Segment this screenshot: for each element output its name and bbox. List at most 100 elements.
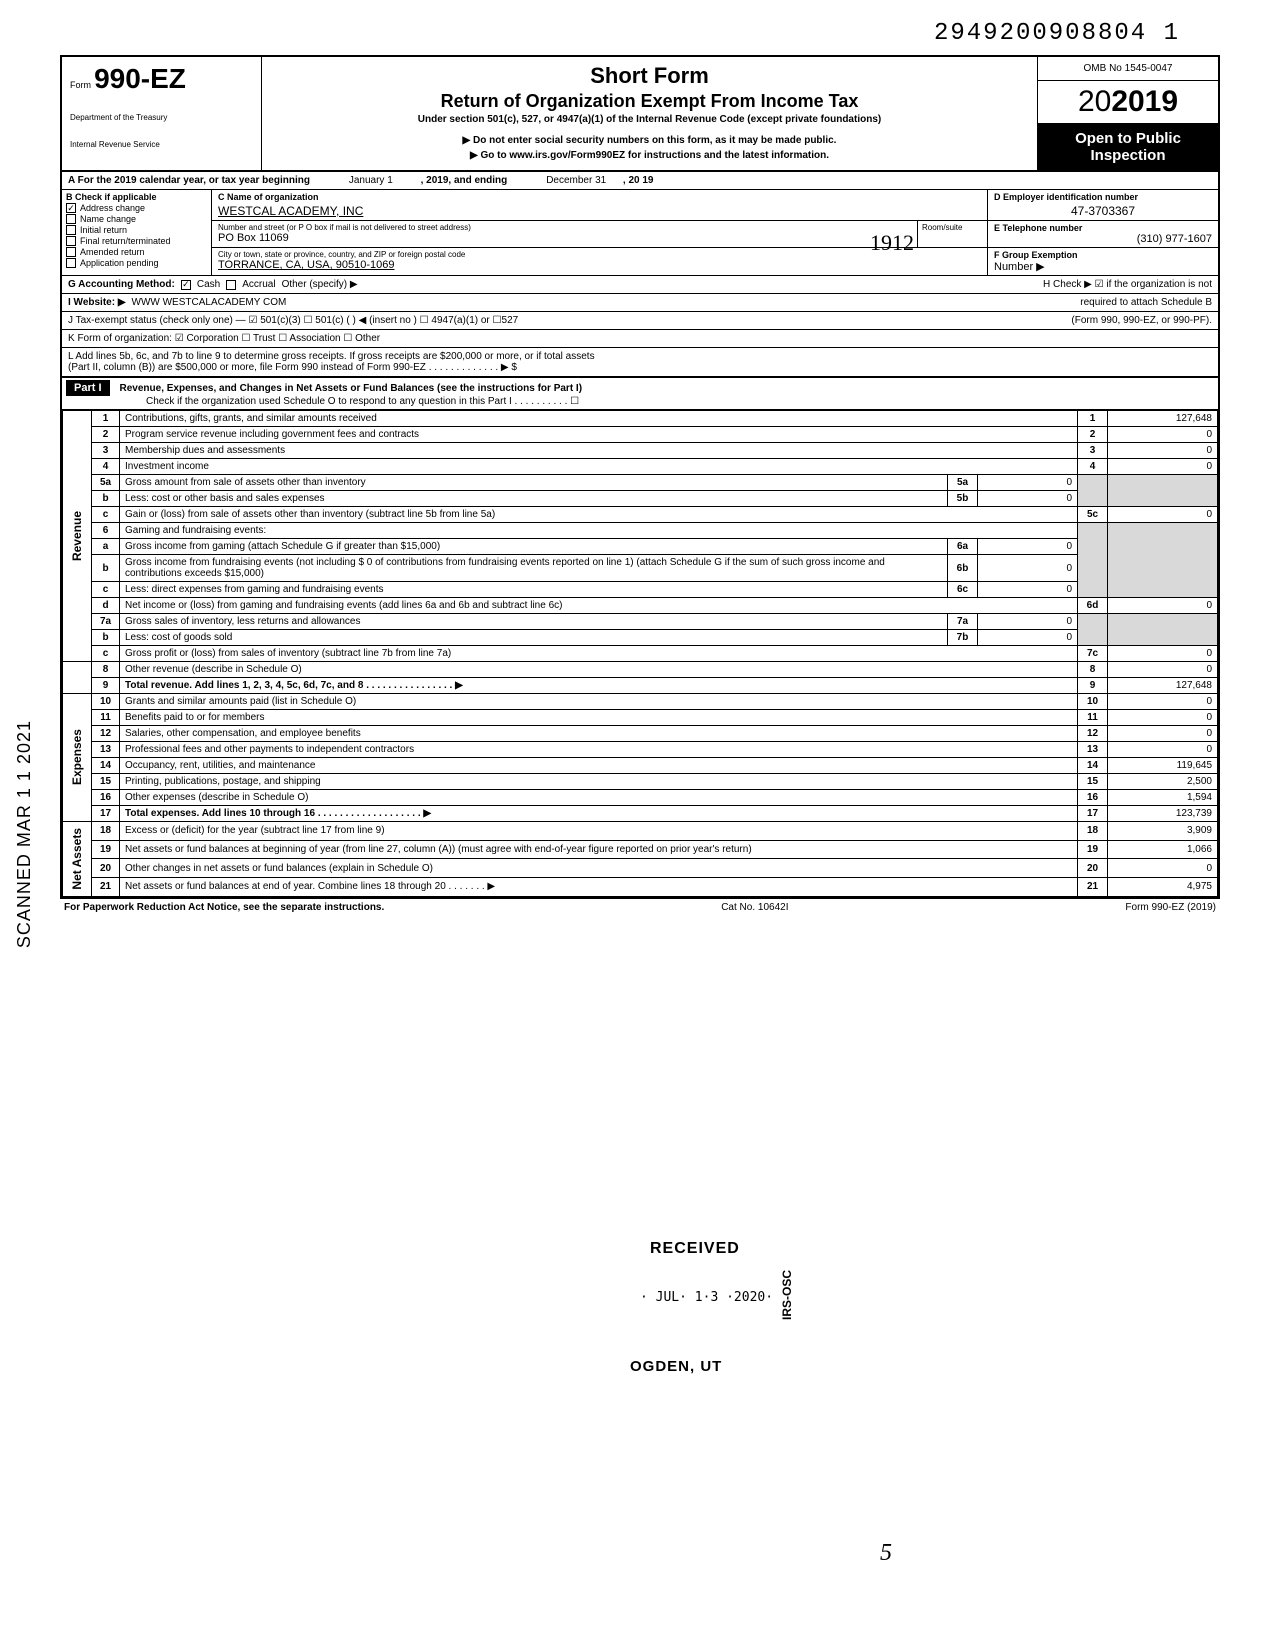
form-header: Form 990-EZ Department of the Treasury I… (62, 57, 1218, 172)
l7b-mbox: 7b (948, 630, 978, 646)
l17-num: 17 (92, 806, 120, 822)
line-21: 21 Net assets or fund balances at end of… (63, 877, 1218, 896)
website-value: WWW WESTCALACADEMY COM (132, 297, 287, 308)
line-5a: 5a Gross amount from sale of assets othe… (63, 475, 1218, 491)
l20-num: 20 (92, 859, 120, 878)
l18-desc: Excess or (deficit) for the year (subtra… (120, 822, 1078, 841)
l6b-num: b (92, 555, 120, 582)
l17-val: 123,739 (1108, 806, 1218, 822)
l20-box: 20 (1078, 859, 1108, 878)
l6abc-shade-v (1108, 523, 1218, 598)
footer-right: Form 990-EZ (2019) (1125, 902, 1216, 913)
l9-desc: Total revenue. Add lines 1, 2, 3, 4, 5c,… (125, 680, 463, 691)
l15-val: 2,500 (1108, 774, 1218, 790)
l7c-val: 0 (1108, 646, 1218, 662)
l17-box: 17 (1078, 806, 1108, 822)
line-6a: a Gross income from gaming (attach Sched… (63, 539, 1218, 555)
l15-desc: Printing, publications, postage, and shi… (120, 774, 1078, 790)
scanned-stamp: SCANNED MAR 1 1 2021 (14, 720, 35, 948)
omb-number: OMB No 1545-0047 (1038, 57, 1218, 81)
open-to-public: Open to Public Inspection (1038, 124, 1218, 170)
l5c-desc: Gain or (loss) from sale of assets other… (120, 507, 1078, 523)
cb-accrual[interactable] (226, 280, 236, 290)
l16-num: 16 (92, 790, 120, 806)
l21-desc: Net assets or fund balances at end of ye… (120, 877, 1078, 896)
l13-box: 13 (1078, 742, 1108, 758)
l12-val: 0 (1108, 726, 1218, 742)
l3-desc: Membership dues and assessments (120, 443, 1078, 459)
l2-num: 2 (92, 427, 120, 443)
l1-box: 1 (1078, 411, 1108, 427)
short-form-title: Short Form (276, 63, 1023, 89)
cb-amended-return[interactable]: Amended return (66, 247, 207, 257)
header-center: Short Form Return of Organization Exempt… (262, 57, 1038, 170)
j-text: J Tax-exempt status (check only one) — ☑… (68, 315, 518, 326)
c-name-cell: C Name of organization WESTCAL ACADEMY, … (212, 190, 988, 220)
line-18: Net Assets 18 Excess or (deficit) for th… (63, 822, 1218, 841)
cb-final-return[interactable]: Final return/terminated (66, 236, 207, 246)
e-telephone-cell: E Telephone number (310) 977-1607 (988, 221, 1218, 247)
l14-desc: Occupancy, rent, utilities, and maintena… (120, 758, 1078, 774)
l7c-box: 7c (1078, 646, 1108, 662)
line-8: 8 Other revenue (describe in Schedule O)… (63, 662, 1218, 678)
l6-num: 6 (92, 523, 120, 539)
l6b-desc: Gross income from fundraising events (no… (120, 555, 948, 582)
cb-initial-return-label: Initial return (80, 225, 127, 235)
open-public-1: Open to Public (1042, 130, 1214, 147)
received-stamp: RECEIVED (650, 1240, 740, 1258)
side-netassets-label: Net Assets (68, 824, 86, 894)
document-id-number: 2949200908804 1 (60, 20, 1220, 47)
l5b-num: b (92, 491, 120, 507)
line-3: 3 Membership dues and assessments 3 0 (63, 443, 1218, 459)
l6a-mval: 0 (978, 539, 1078, 555)
header-right: OMB No 1545-0047 202019 Open to Public I… (1038, 57, 1218, 170)
l3-val: 0 (1108, 443, 1218, 459)
l13-val: 0 (1108, 742, 1218, 758)
l9-val: 127,648 (1108, 678, 1218, 694)
cb-cash[interactable]: ✓ (181, 280, 191, 290)
cb-application-pending[interactable]: Application pending (66, 258, 207, 268)
header-left: Form 990-EZ Department of the Treasury I… (62, 57, 262, 170)
l6c-mbox: 6c (948, 582, 978, 598)
l5c-num: c (92, 507, 120, 523)
l11-val: 0 (1108, 710, 1218, 726)
d-ein-cell: D Employer identification number 47-3703… (988, 190, 1218, 220)
addr-value: PO Box 11069 (218, 232, 911, 244)
l4-num: 4 (92, 459, 120, 475)
line-11: 11 Benefits paid to or for members 11 0 (63, 710, 1218, 726)
open-public-2: Inspection (1042, 147, 1214, 164)
cb-address-change[interactable]: ✓Address change (66, 203, 207, 213)
l6b-mbox: 6b (948, 555, 978, 582)
f-label: F Group Exemption (994, 250, 1212, 260)
g-label: G Accounting Method: (68, 279, 175, 290)
l14-val: 119,645 (1108, 758, 1218, 774)
side-revenue-label: Revenue (68, 507, 86, 565)
l5ab-shade-v (1108, 475, 1218, 507)
under-section: Under section 501(c), 527, or 4947(a)(1)… (276, 114, 1023, 125)
tax-year-end-month: December 31 (546, 175, 606, 186)
line-7c-8-9: c Gross profit or (loss) from sales of i… (63, 646, 1218, 662)
l18-val: 3,909 (1108, 822, 1218, 841)
line-12: 12 Salaries, other compensation, and emp… (63, 726, 1218, 742)
return-title: Return of Organization Exempt From Incom… (276, 91, 1023, 112)
l18-box: 18 (1078, 822, 1108, 841)
side-expenses-label: Expenses (68, 725, 86, 789)
l19-desc: Net assets or fund balances at beginning… (120, 840, 1078, 859)
addr-label: Number and street (or P O box if mail is… (218, 223, 911, 232)
l7a-desc: Gross sales of inventory, less returns a… (120, 614, 948, 630)
part1-lines-table: Revenue 1 Contributions, gifts, grants, … (62, 410, 1218, 897)
cb-name-change[interactable]: Name change (66, 214, 207, 224)
l8-val: 0 (1108, 662, 1218, 678)
line-13: 13 Professional fees and other payments … (63, 742, 1218, 758)
footer-left: For Paperwork Reduction Act Notice, see … (64, 902, 384, 913)
line-j: J Tax-exempt status (check only one) — ☑… (62, 312, 1218, 330)
l7a-mbox: 7a (948, 614, 978, 630)
tax-year-end: , 20 19 (623, 175, 654, 186)
cb-initial-return[interactable]: Initial return (66, 225, 207, 235)
line-16: 16 Other expenses (describe in Schedule … (63, 790, 1218, 806)
line-5b: b Less: cost or other basis and sales ex… (63, 491, 1218, 507)
l10-box: 10 (1078, 694, 1108, 710)
l20-desc: Other changes in net assets or fund bala… (120, 859, 1078, 878)
cb-final-return-label: Final return/terminated (80, 236, 171, 246)
tax-year-cell: 202019 (1038, 81, 1218, 124)
